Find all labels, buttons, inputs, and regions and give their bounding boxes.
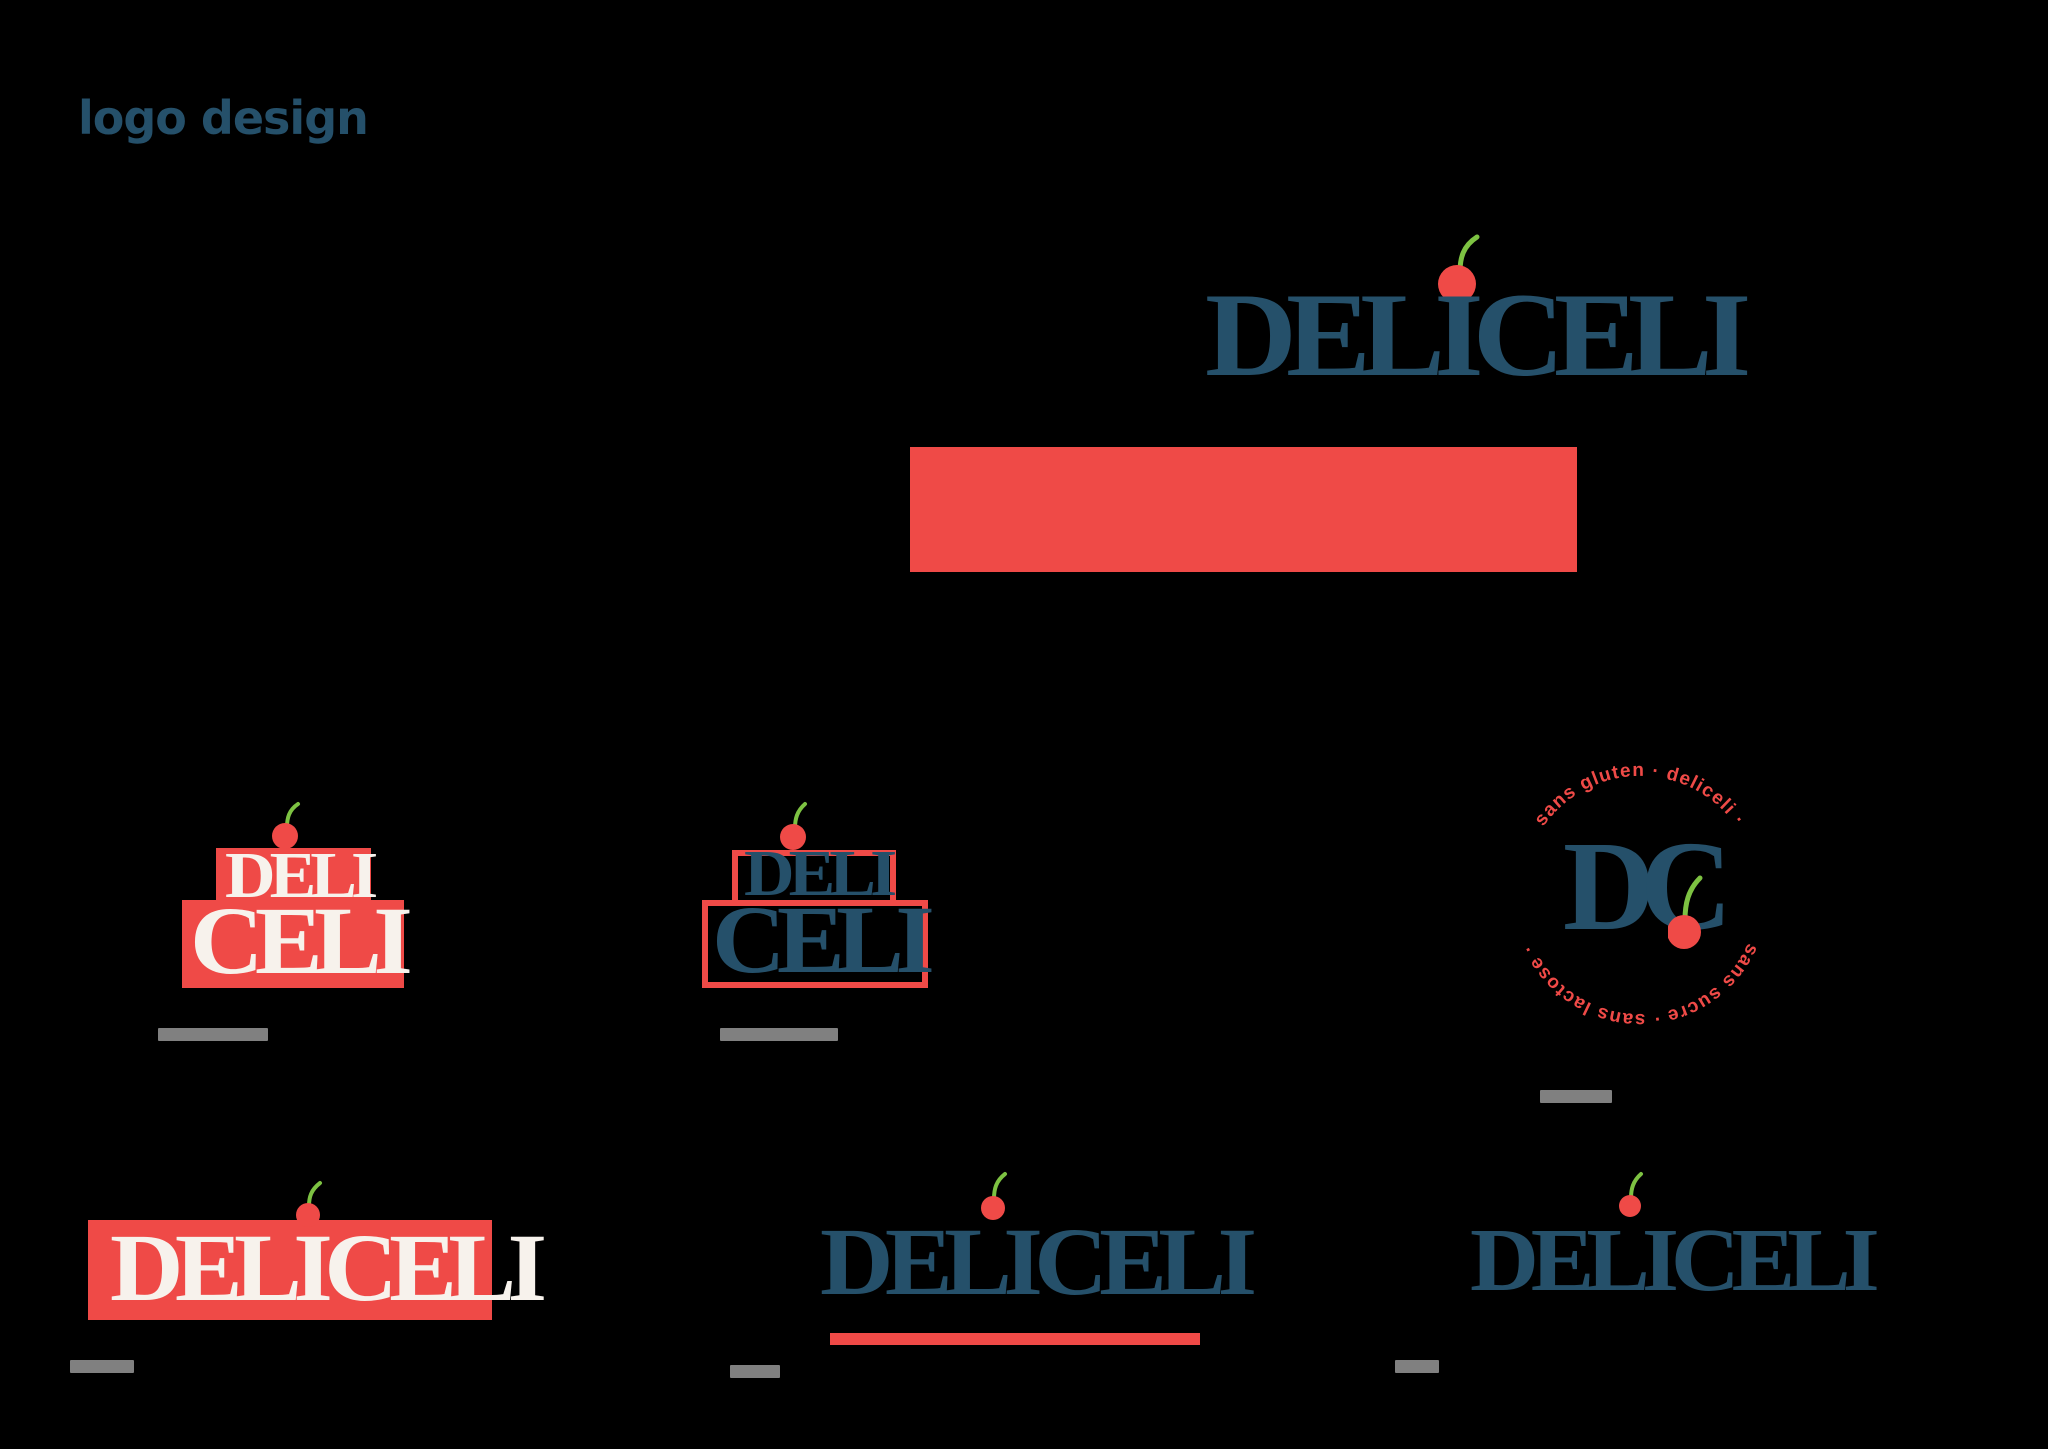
wordmark-line-top: DELI — [225, 839, 378, 912]
cherry-icon — [293, 1180, 327, 1228]
wordmark-line-bottom: CELI — [712, 886, 935, 993]
variant-horizontal-plain: DELICELI — [1395, 1170, 1880, 1373]
red-band — [88, 1220, 492, 1320]
wordmark: DELICELI — [820, 1208, 1257, 1315]
variant-horizontal-underline: DELICELI — [730, 1170, 1257, 1378]
hero-wordmark: DELICELI — [1205, 268, 1751, 401]
variant-circular-badge: sans gluten · deliceli · sans sucre · sa… — [1490, 750, 1790, 1103]
cherry-icon — [1433, 232, 1485, 304]
variant-caption — [70, 1360, 134, 1373]
variant-stacked-solid: DELI CELI — [158, 800, 418, 1041]
outline-block-top — [732, 850, 896, 906]
cherry-icon — [1668, 872, 1708, 954]
wordmark: DELICELI — [110, 1214, 547, 1321]
badge-monogram: DC — [1562, 815, 1733, 957]
variant-stacked-outline: DELI CELI — [700, 800, 940, 1041]
red-block-bottom — [182, 900, 404, 988]
cherry-icon — [1616, 1170, 1648, 1220]
cherry-icon — [270, 800, 304, 850]
variant-caption — [730, 1365, 780, 1378]
red-underline-rule — [830, 1333, 1200, 1345]
cherry-icon — [978, 1170, 1012, 1222]
outline-block-bottom — [702, 900, 928, 988]
page-title: logo design — [78, 91, 369, 145]
red-block-top — [216, 848, 371, 908]
variant-caption — [720, 1028, 838, 1041]
badge-ring-text: sans gluten · deliceli · sans sucre · sa… — [1517, 760, 1761, 1030]
variant-caption — [158, 1028, 268, 1041]
wordmark-line-bottom: CELI — [190, 887, 413, 994]
wordmark: DELICELI — [1470, 1211, 1880, 1310]
hero-lockup: DELICELI — [910, 232, 1905, 572]
cherry-icon — [778, 800, 812, 852]
variant-caption — [1540, 1090, 1612, 1103]
wordmark-line-top: DELI — [744, 837, 897, 910]
hero-red-band — [910, 447, 1577, 572]
variant-caption — [1395, 1360, 1439, 1373]
variant-horizontal-red-band: DELICELI — [70, 1180, 547, 1373]
